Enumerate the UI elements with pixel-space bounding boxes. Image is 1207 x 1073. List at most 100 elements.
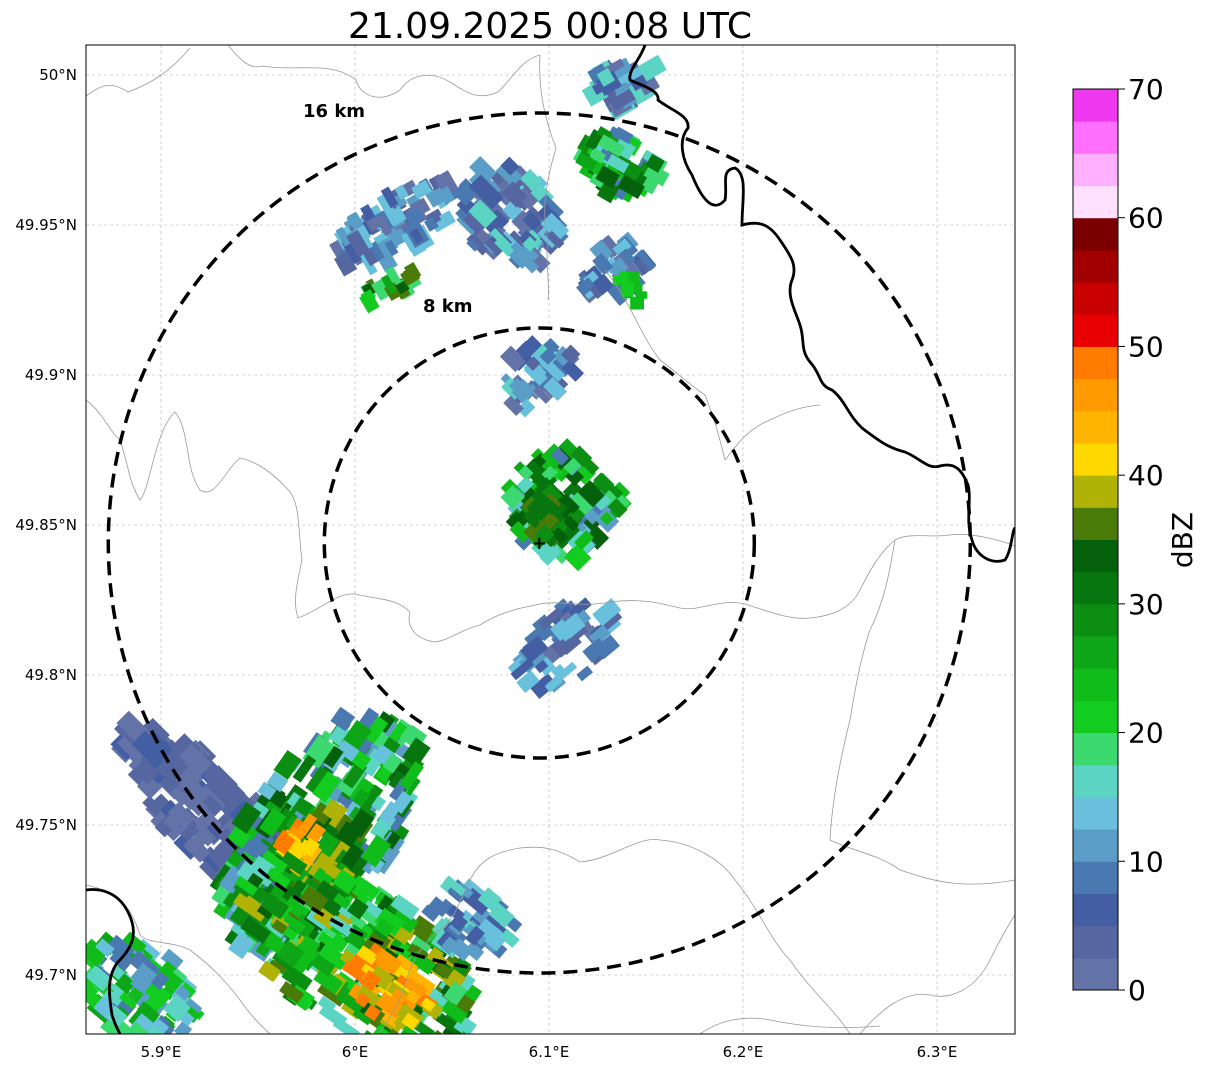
colorbar-segment xyxy=(1073,121,1118,154)
echo-cell xyxy=(313,967,344,995)
echo-cell xyxy=(375,214,393,237)
echo-cell xyxy=(408,950,436,975)
echo-cell xyxy=(359,707,380,729)
echo-cell xyxy=(336,739,360,762)
echo-cell xyxy=(526,497,551,522)
colorbar-segment xyxy=(1073,475,1118,508)
echo-cell xyxy=(559,493,580,514)
echo-cell xyxy=(391,908,419,934)
colorbar-tick-label: 20 xyxy=(1128,717,1164,750)
echo-cell xyxy=(271,807,298,836)
echo-cell xyxy=(411,179,433,200)
echo-cell xyxy=(244,836,270,861)
echo-cell xyxy=(382,753,403,774)
echo-cell xyxy=(322,798,345,821)
echo-cell xyxy=(509,520,532,543)
lat-tick-label: 49.9°N xyxy=(25,366,77,384)
regional-border-line xyxy=(86,47,191,97)
echo-cell xyxy=(183,835,210,863)
colorbar-tick-label: 40 xyxy=(1128,459,1164,492)
echo-cell xyxy=(431,1037,450,1056)
echo-cell xyxy=(630,296,645,310)
lat-tick-label: 49.75°N xyxy=(15,816,77,834)
echo-cell xyxy=(359,969,382,992)
echo-cell xyxy=(541,483,563,505)
echo-cell xyxy=(423,1039,452,1065)
echo-cell xyxy=(469,230,488,249)
echo-cell xyxy=(231,802,262,834)
echo-cell xyxy=(122,931,147,955)
colorbar: 0 10 20 30 40 50 60 70 dBZ xyxy=(1072,73,1199,1007)
echo-cell xyxy=(217,780,246,809)
echo-cell xyxy=(428,896,451,918)
echo-cell xyxy=(511,210,538,236)
echo-cell xyxy=(437,185,455,205)
colorbar-tick-label: 50 xyxy=(1128,330,1164,363)
echo-cell xyxy=(163,805,190,832)
echo-cell xyxy=(426,946,445,965)
echo-cell xyxy=(354,992,371,1008)
echo-cell xyxy=(575,152,598,172)
echo-cell xyxy=(525,356,541,371)
echo-cell xyxy=(282,913,306,934)
echo-cell xyxy=(550,635,574,658)
echo-cell xyxy=(523,518,547,542)
echo-cell xyxy=(521,243,540,262)
echo-cell xyxy=(270,958,289,974)
radar-site-plus: + xyxy=(532,533,547,554)
echo-cell xyxy=(335,226,352,247)
echo-cell xyxy=(540,212,570,242)
echo-cell xyxy=(456,1031,486,1034)
echo-cell xyxy=(539,348,557,365)
colorbar-tick-label: 30 xyxy=(1128,588,1164,621)
echo-cell xyxy=(385,206,407,227)
echo-cell xyxy=(423,1047,443,1067)
echo-cell xyxy=(564,543,592,572)
echo-cell xyxy=(463,878,486,899)
range-ring-label: 8 km xyxy=(423,296,473,317)
echo-cell xyxy=(283,895,312,921)
echo-cell xyxy=(322,745,344,769)
echo-cell xyxy=(541,465,558,482)
echo-cell xyxy=(127,767,147,786)
echo-cell xyxy=(386,1028,404,1034)
echo-cell xyxy=(327,804,349,829)
echo-cell xyxy=(500,484,525,510)
echo-cell xyxy=(394,184,409,200)
colorbar-segment xyxy=(1073,507,1118,540)
echo-cell xyxy=(454,1031,477,1034)
echo-cell xyxy=(372,1025,392,1034)
echo-cell xyxy=(352,1004,376,1026)
echo-cell xyxy=(465,925,485,946)
radar-echoes xyxy=(86,54,670,1067)
regional-border-line xyxy=(227,45,541,98)
echo-cell xyxy=(279,981,305,1004)
echo-cell xyxy=(643,162,670,187)
echo-cell xyxy=(202,795,223,816)
echo-cell xyxy=(618,248,636,267)
echo-cell xyxy=(401,1012,420,1031)
echo-cell xyxy=(560,344,581,365)
echo-cell xyxy=(421,904,440,922)
echo-cell xyxy=(570,445,593,468)
colorbar-segment xyxy=(1073,314,1118,347)
echo-cell xyxy=(539,544,562,566)
longitude-ticks: 5.9°E 6°E 6.1°E 6.2°E 6.3°E xyxy=(141,1043,958,1061)
colorbar-segment xyxy=(1073,571,1118,605)
echo-cell xyxy=(550,447,569,466)
lat-tick-label: 50°N xyxy=(39,66,77,84)
echo-cell xyxy=(390,894,420,921)
echo-cell xyxy=(272,831,296,856)
echo-cell xyxy=(360,834,392,868)
echo-cell xyxy=(612,275,629,285)
echo-cell xyxy=(607,257,629,279)
echo-cell xyxy=(310,953,336,977)
map-area[interactable]: 8 km 16 km + 5.9°E 6°E 6.1°E 6.2°E 6.3°E 50°N… xyxy=(15,44,1016,1067)
echo-cell xyxy=(606,153,630,174)
echo-cell xyxy=(589,148,607,164)
echo-cell xyxy=(292,754,317,783)
echo-cell xyxy=(441,1000,468,1024)
echo-cell xyxy=(538,607,564,630)
